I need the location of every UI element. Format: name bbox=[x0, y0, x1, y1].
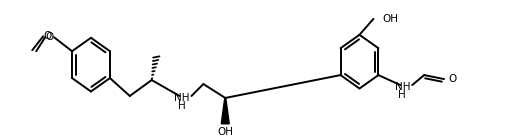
Text: O: O bbox=[43, 31, 51, 41]
Text: O: O bbox=[45, 32, 54, 42]
Text: NH: NH bbox=[174, 93, 189, 103]
Text: NH: NH bbox=[394, 82, 410, 92]
Text: H: H bbox=[399, 90, 406, 100]
Polygon shape bbox=[222, 98, 229, 124]
Text: H: H bbox=[178, 101, 186, 111]
Text: O: O bbox=[448, 74, 456, 84]
Text: OH: OH bbox=[217, 127, 233, 137]
Text: OH: OH bbox=[382, 14, 399, 24]
